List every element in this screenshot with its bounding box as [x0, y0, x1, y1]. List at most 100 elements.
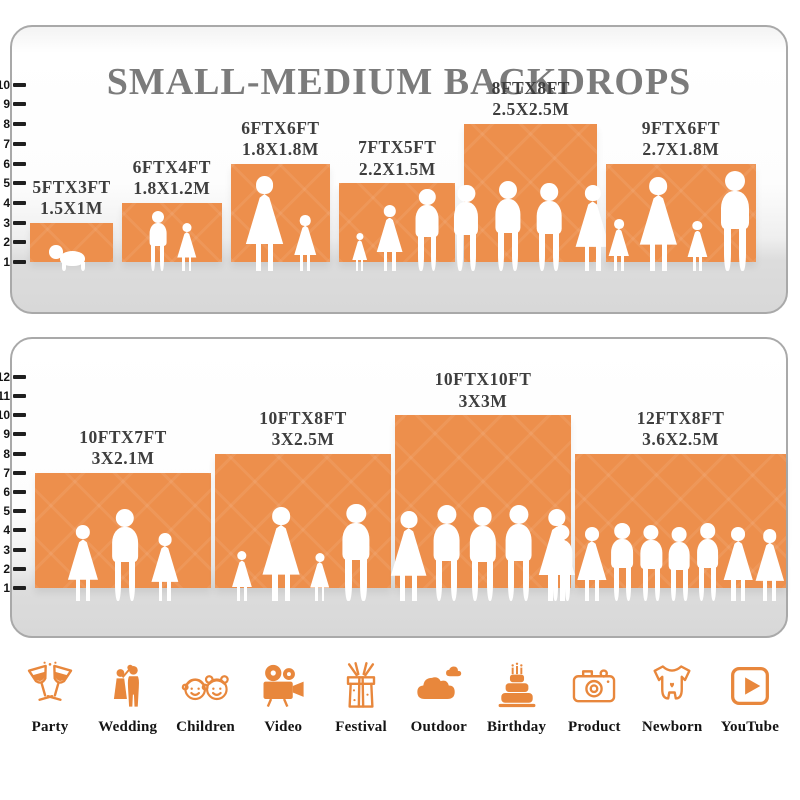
category-label: Outdoor: [410, 719, 468, 735]
people-silhouette-group: [23, 508, 223, 601]
ruler-tick: [13, 102, 26, 107]
backdrop-size-label: 12FTX8FT 3.6X2.5M: [530, 408, 800, 451]
backdrop-size-label: 10FTX10FT 3X3M: [350, 369, 616, 412]
ruler-tick: [13, 509, 26, 514]
size-meters-text: 1.8X1.2M: [133, 178, 211, 199]
category-label: Product: [567, 719, 621, 735]
category-item: Video: [249, 660, 317, 736]
size-feet-text: 10FTX8FT: [259, 407, 347, 428]
backdrop-size-label: 6FTX6FT 1.8X1.8M: [186, 118, 376, 161]
ruler-tick: [13, 566, 26, 571]
backdrop-box: [390, 415, 576, 601]
size-meters-text: 3.6X2.5M: [642, 428, 720, 449]
person-silhouette-woman: [243, 176, 287, 271]
ruler-tick-number: 9: [3, 427, 10, 442]
people-silhouette-group: [219, 176, 343, 271]
people-silhouette-group: [18, 241, 125, 271]
wedding-icon: [112, 663, 140, 708]
backdrop-size-label: 10FTX8FT 3X2.5M: [170, 408, 436, 451]
backdrop-box: [230, 163, 331, 271]
ruler-tick-number: 9: [3, 97, 10, 112]
ruler-tick: [13, 82, 26, 87]
ruler-tick-number: 1: [3, 581, 10, 595]
person-silhouette-girl: [230, 550, 253, 601]
size-meters-text: 2.2X1.5M: [358, 158, 436, 179]
person-silhouette-woman: [575, 526, 609, 601]
ruler-tick-number: 2: [3, 561, 10, 576]
ruler-tick-number: 8: [3, 117, 10, 132]
ruler-tick-number: 6: [3, 156, 10, 171]
ruler-tick: [13, 528, 26, 533]
people-silhouette-group: [594, 171, 767, 271]
person-silhouette-man: [532, 182, 567, 271]
ruler-tick-number: 4: [3, 523, 10, 538]
ruler-tick-number: 10: [0, 77, 10, 92]
ruler-tick-number: 11: [0, 389, 10, 403]
ruler-tick: [13, 470, 26, 475]
category-label: Party: [31, 719, 69, 735]
ruler-tick-number: 5: [3, 504, 10, 519]
category-item: Children: [172, 660, 240, 736]
category-item: Birthday: [483, 660, 551, 736]
backdrop-box: [550, 453, 800, 601]
ruler-tick-number: 7: [3, 465, 10, 480]
ruler-tick-number: 5: [3, 176, 10, 191]
category-item: Party: [16, 660, 84, 736]
ruler-tick: [13, 374, 26, 379]
backdrop-box: [215, 453, 391, 601]
ruler-tick: [13, 432, 26, 437]
children-icon: [181, 675, 229, 701]
person-silhouette-man: [337, 503, 376, 601]
category-item: Product: [560, 660, 628, 736]
person-silhouette-man: [464, 506, 502, 601]
size-feet-text: 12FTX8FT: [636, 407, 725, 428]
person-silhouette-man: [427, 504, 465, 601]
ruler-tick: [13, 220, 26, 225]
category-label: Wedding: [98, 719, 158, 735]
person-silhouette-baby: [49, 241, 94, 271]
people-silhouette-group: [110, 210, 234, 271]
size-meters-text: 3X3M: [458, 390, 508, 411]
size-meters-text: 1.5X1M: [40, 197, 103, 218]
category-label: Video: [264, 719, 303, 735]
ruler-tick: [13, 122, 26, 127]
backdrop-box: [339, 183, 456, 271]
backdrop-box: [30, 222, 113, 271]
person-silhouette-man: [607, 522, 638, 601]
backdrop-box: [606, 163, 756, 271]
person-silhouette-man: [784, 524, 800, 601]
size-meters-text: 2.7X1.8M: [642, 138, 720, 159]
person-silhouette-man: [499, 504, 537, 601]
person-silhouette-girl: [176, 222, 198, 271]
ruler-tick-number: 8: [3, 446, 10, 461]
person-silhouette-man: [636, 524, 666, 601]
ruler-tick: [13, 260, 26, 264]
person-silhouette-man: [692, 522, 723, 601]
size-panel-small-medium: SMALL-MEDIUM BACKDROPS 10 9 8 7 6 5 4 3 2 1 5FTX3F…: [0, 25, 788, 314]
person-silhouette-man: [664, 526, 694, 601]
person-silhouette-girl: [149, 532, 180, 601]
size-feet-text: 7FTX5FT: [358, 137, 437, 158]
person-silhouette-girl: [686, 221, 709, 271]
page-title: SMALL-MEDIUM BACKDROPS: [106, 61, 692, 104]
size-feet-text: 6FTX4FT: [132, 156, 211, 177]
backdrop-box: [35, 472, 211, 601]
backdrop-size-label: 5FTX3FT 1.5X1M: [0, 177, 158, 220]
ruler-tick-number: 4: [3, 195, 10, 210]
ruler-tick: [13, 586, 26, 590]
person-silhouette-man: [715, 171, 755, 271]
category-label: Children: [176, 719, 235, 735]
person-silhouette-woman: [753, 528, 786, 601]
category-label: YouTube: [720, 719, 780, 735]
backdrop-size-label: 7FTX5FT 2.2X1.5M: [294, 137, 500, 180]
ruler-tick: [13, 181, 26, 186]
size-feet-text: 10FTX10FT: [434, 369, 532, 390]
category-item: Festival: [327, 660, 395, 736]
product-icon: [573, 669, 616, 703]
ruler-tick-number: 3: [3, 215, 10, 230]
person-silhouette-girl: [309, 552, 331, 601]
ruler-tick-number: 7: [3, 136, 10, 151]
festival-icon: [346, 662, 376, 708]
person-silhouette-man: [411, 188, 444, 271]
person-silhouette-girl: [292, 215, 318, 271]
